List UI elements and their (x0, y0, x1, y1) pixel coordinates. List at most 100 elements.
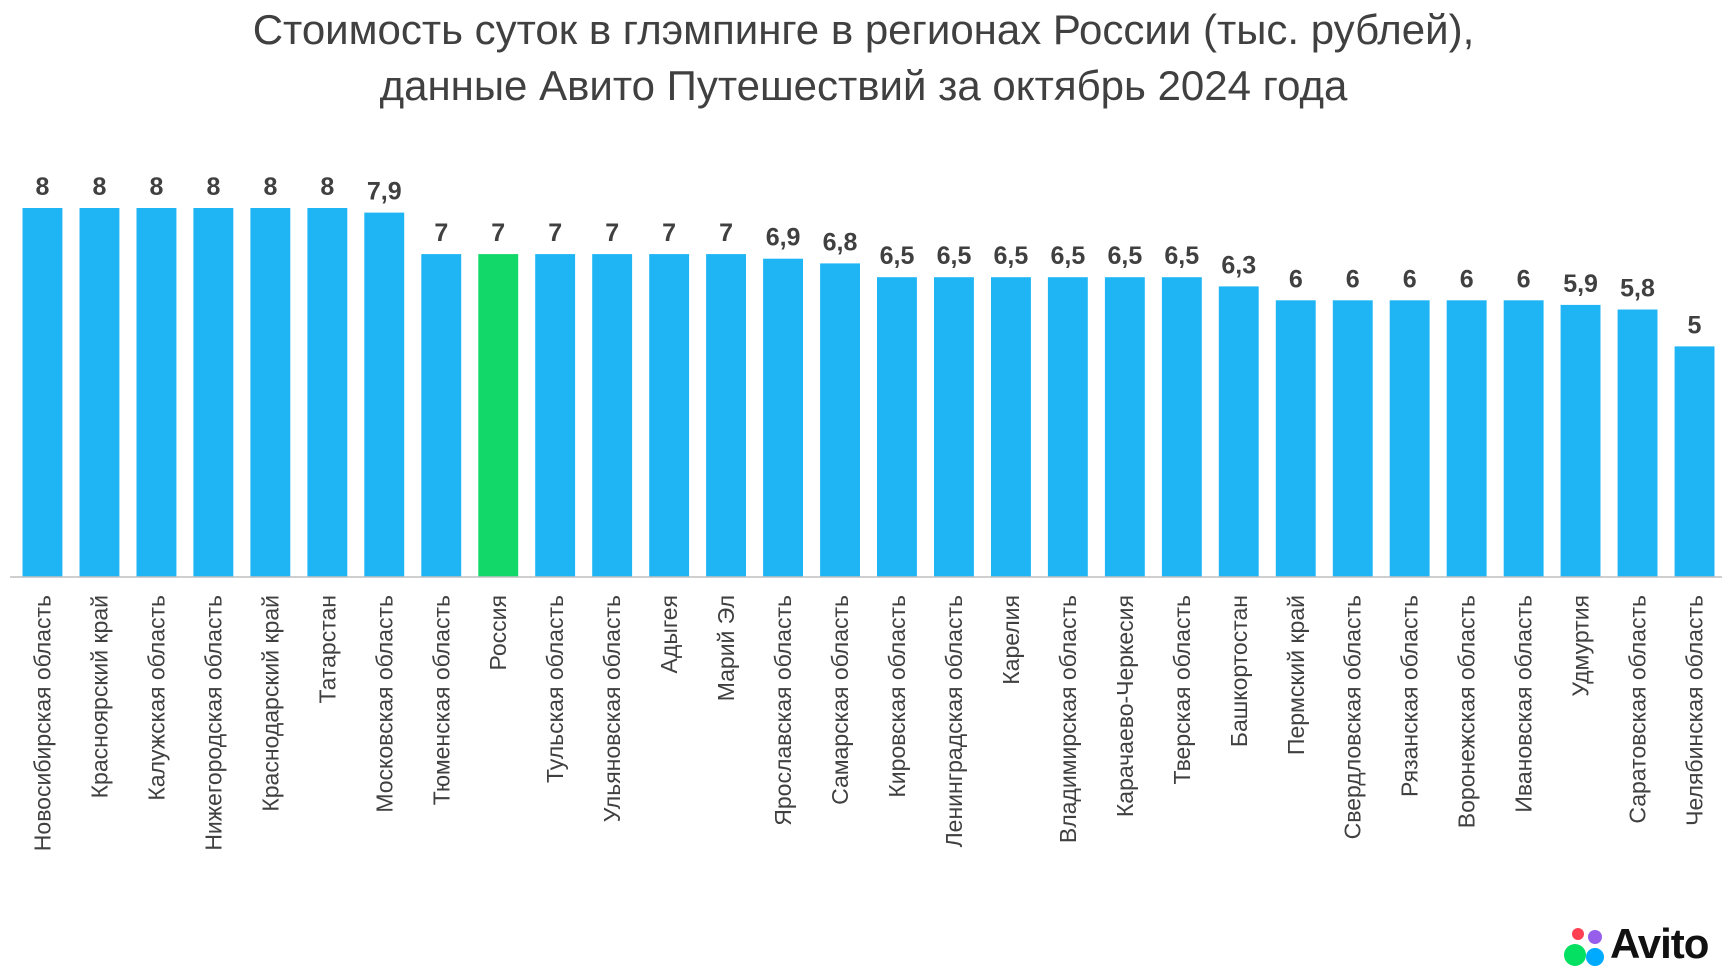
category-label-7: Московская область (371, 595, 397, 813)
value-label-4: 8 (206, 173, 220, 201)
bar-12 (649, 254, 690, 577)
category-label-29: Саратовская область (1625, 595, 1651, 824)
value-label-30: 5 (1688, 311, 1702, 339)
category-label-16: Кировская область (884, 595, 910, 798)
bar-10 (535, 254, 576, 577)
value-label-2: 8 (93, 173, 107, 201)
value-label-13: 7 (719, 219, 733, 247)
category-label-15: Самарская область (827, 595, 853, 805)
chart-title: Стоимость суток в глэмпинге в регионах Р… (0, 2, 1727, 114)
category-label-20: Карачаево-Черкесия (1112, 595, 1138, 817)
avito-logo: Avito (1560, 920, 1720, 968)
value-label-19: 6,5 (1051, 242, 1086, 270)
category-label-12: Адыгея (656, 595, 682, 673)
value-label-20: 6,5 (1108, 242, 1143, 270)
value-label-26: 6 (1460, 265, 1474, 293)
category-label-23: Пермский край (1283, 595, 1309, 755)
category-label-2: Красноярский край (87, 595, 113, 798)
value-label-12: 7 (662, 219, 676, 247)
logo-dot-blue (1586, 948, 1604, 966)
value-label-25: 6 (1403, 265, 1417, 293)
bar-30 (1674, 346, 1715, 577)
bar-28 (1560, 304, 1601, 577)
value-label-21: 6,5 (1164, 242, 1199, 270)
category-label-17: Ленинградская область (941, 595, 967, 847)
bar-2 (79, 208, 120, 577)
bar-6 (307, 208, 348, 577)
category-label-21: Тверская область (1169, 595, 1195, 784)
category-label-18: Карелия (998, 595, 1024, 685)
value-label-6: 8 (320, 173, 334, 201)
bar-15 (820, 263, 860, 577)
bar-13 (706, 254, 746, 577)
category-label-14: Ярославская область (770, 595, 796, 826)
value-label-1: 8 (36, 173, 50, 201)
logo-text: Avito (1610, 920, 1709, 967)
value-label-10: 7 (548, 219, 562, 247)
chart-subtitle: данные Авито Путешествий за октябрь 2024… (379, 62, 1348, 109)
bar-27 (1503, 300, 1544, 578)
bar-20 (1104, 277, 1145, 577)
category-label-30: Челябинская область (1682, 595, 1708, 826)
bar-9 (478, 254, 519, 577)
logo-dot-red (1572, 928, 1584, 940)
value-label-22: 6,3 (1221, 251, 1256, 279)
value-label-28: 5,9 (1563, 270, 1598, 298)
category-label-26: Воронежская область (1454, 595, 1480, 828)
category-label-5: Краснодарский край (257, 595, 283, 812)
logo-dot-green (1564, 944, 1586, 966)
category-label-27: Ивановская область (1511, 595, 1537, 813)
category-label-11: Ульяновская область (599, 595, 625, 822)
bar-18 (991, 277, 1031, 577)
chart-title-line-1: Стоимость суток в глэмпинге в регионах Р… (252, 6, 1475, 53)
bar-22 (1218, 286, 1259, 577)
category-label-8: Тюменская область (428, 595, 454, 805)
bar-14 (763, 258, 803, 577)
value-label-17: 6,5 (937, 242, 972, 270)
bar-17 (934, 277, 974, 577)
value-label-3: 8 (149, 173, 163, 201)
bar-21 (1161, 277, 1202, 577)
bar-23 (1275, 300, 1316, 578)
value-label-29: 5,8 (1620, 275, 1655, 303)
category-label-9: Россия (485, 595, 511, 670)
bar-5 (250, 208, 291, 577)
bar-4 (193, 208, 234, 577)
value-label-8: 7 (434, 219, 448, 247)
bar-8 (421, 254, 462, 577)
value-label-15: 6,8 (823, 228, 858, 256)
value-label-27: 6 (1517, 265, 1531, 293)
category-label-19: Владимирская область (1055, 595, 1081, 843)
category-label-24: Свердловская область (1340, 595, 1366, 839)
value-labels-group: 8 8 8 8 8 8 7,9 7 7 7 7 7 7 6,9 6,8 6,5 6,5 6,5 6,5 6,5 6,5 6… (36, 173, 1702, 339)
category-label-4: Нижегородская область (200, 595, 226, 851)
value-label-9: 7 (491, 219, 505, 247)
bar-3 (136, 208, 177, 577)
category-label-1: Новосибирская область (30, 595, 56, 851)
bar-11 (592, 254, 633, 577)
value-label-14: 6,9 (766, 224, 801, 252)
value-label-11: 7 (605, 219, 619, 247)
bar-19 (1047, 277, 1088, 577)
category-label-13: Марий Эл (713, 595, 739, 701)
category-label-28: Удмуртия (1568, 595, 1594, 697)
value-label-5: 8 (263, 173, 277, 201)
bar-1 (22, 208, 63, 577)
category-labels-group: Новосибирская область Красноярский край Ка… (30, 595, 1708, 851)
category-label-22: Башкортостан (1226, 595, 1252, 747)
value-label-23: 6 (1289, 265, 1303, 293)
category-label-10: Тульская область (542, 595, 568, 783)
value-label-18: 6,5 (994, 242, 1029, 270)
value-label-24: 6 (1346, 265, 1360, 293)
logo-dot-purple (1588, 930, 1602, 944)
bar-16 (877, 277, 917, 577)
category-label-6: Татарстан (314, 595, 340, 703)
bar-7 (364, 212, 405, 577)
value-label-16: 6,5 (880, 242, 915, 270)
bar-24 (1332, 300, 1373, 578)
category-label-3: Калужская область (143, 595, 169, 801)
bar-26 (1446, 300, 1487, 578)
value-label-7: 7,9 (367, 178, 402, 206)
bars-group (22, 208, 1715, 578)
